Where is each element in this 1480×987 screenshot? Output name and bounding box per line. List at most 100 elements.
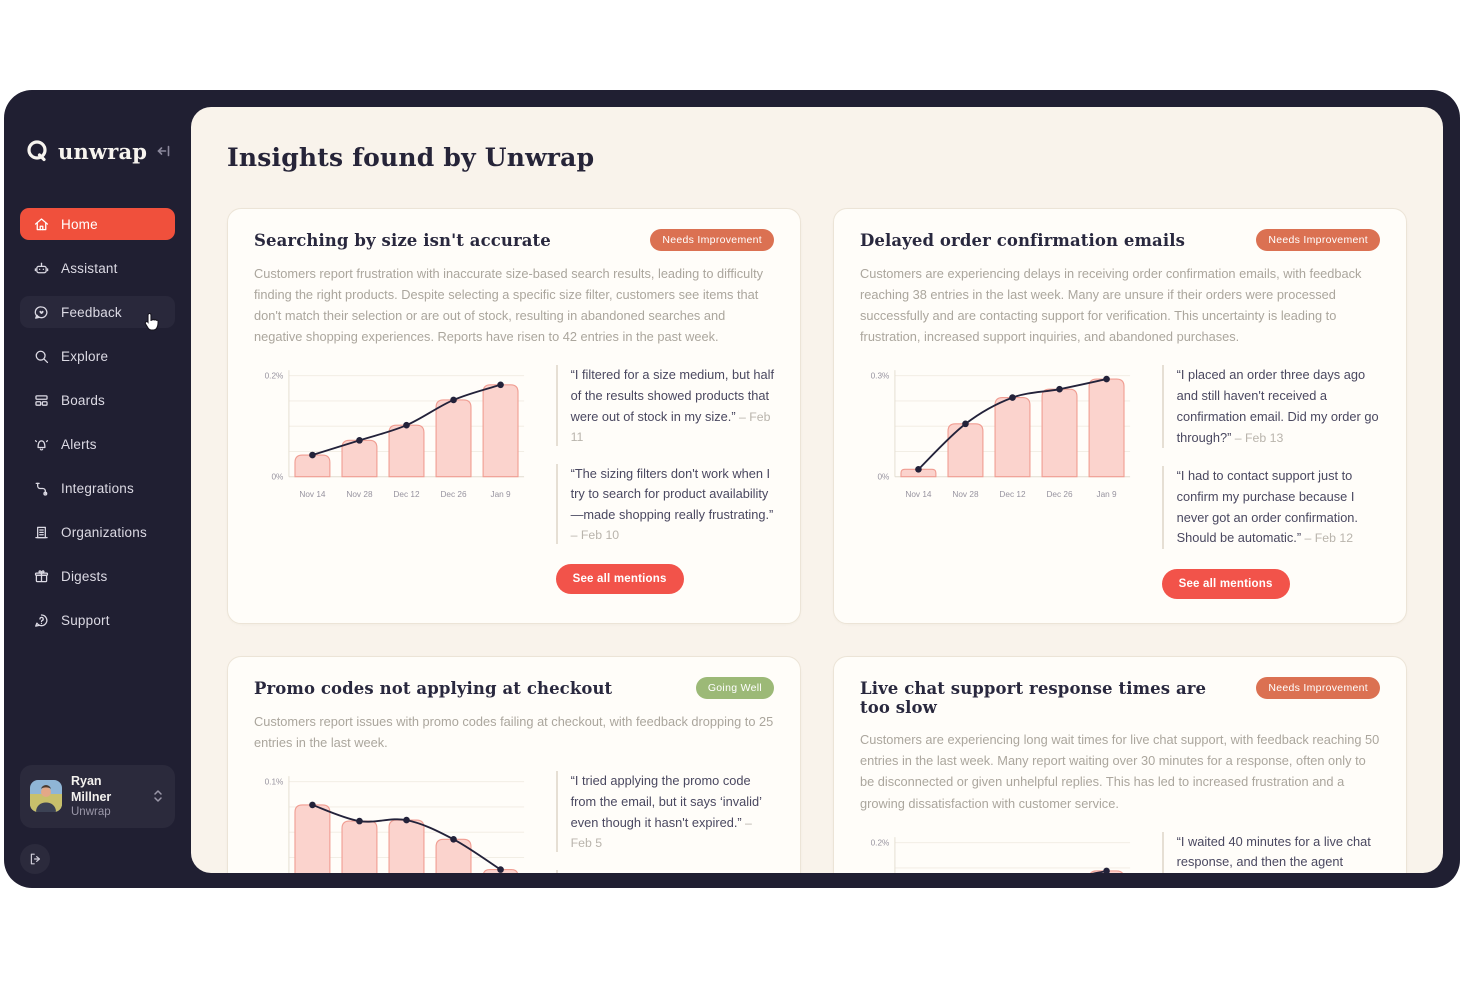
quotes-column: “I tried applying the promo code from th… [555, 767, 774, 873]
quote-date: – Feb 13 [1231, 430, 1284, 445]
customer-quote: “The sizing filters don't work when I tr… [555, 463, 774, 544]
sidebar-item-label: Explore [61, 348, 109, 364]
search-icon [32, 348, 50, 365]
quote-date: – Feb 12 [1301, 531, 1354, 546]
svg-text:Nov 14: Nov 14 [299, 490, 326, 499]
trend-chart: 0.3% 0% Nov 14 Nov 28 Dec 12 Dec 26 Jan 9 [871, 370, 1131, 499]
chart-container: 0.3% 0% Nov 14 Nov 28 Dec 12 Dec 26 Jan 9 [860, 361, 1136, 508]
sidebar-item-label: Feedback [61, 304, 122, 320]
card-title: Promo codes not applying at checkout [254, 679, 613, 699]
svg-text:Dec 12: Dec 12 [393, 490, 420, 499]
quotes-column: “I filtered for a size medium, but half … [555, 361, 775, 594]
page-title: Insights found by Unwrap [227, 143, 595, 172]
customer-quote: “I filtered for a size medium, but half … [555, 365, 775, 446]
insight-card-delayed-confirmation-emails: Delayed order confirmation emails Needs … [833, 208, 1407, 625]
svg-text:Jan 9: Jan 9 [490, 490, 511, 499]
customer-quote: “I placed an order three days ago and st… [1161, 365, 1380, 449]
quote-text: “The discount didn't apply at checkout, … [571, 872, 756, 873]
see-all-mentions-button[interactable]: See all mentions [1161, 569, 1290, 600]
quote-text: “I filtered for a size medium, but half … [570, 367, 775, 424]
svg-text:Dec 12: Dec 12 [999, 490, 1026, 499]
quote-text: “I placed an order three days ago and st… [1176, 367, 1379, 445]
sidebar-item-integrations[interactable]: Integrations [20, 472, 175, 504]
sidebar-item-assistant[interactable]: Assistant [20, 252, 175, 284]
status-badge: Going Well [695, 677, 774, 700]
card-description: Customers are experiencing long wait tim… [860, 732, 1380, 811]
trend-chart: 0.2% 0% Nov 14 Nov 28 Dec 12 Dec 26 Jan 9 [265, 370, 525, 499]
sidebar-item-label: Boards [61, 392, 105, 408]
sidebar-item-label: Assistant [61, 260, 118, 276]
gift-icon [32, 568, 50, 585]
sidebar-item-label: Support [61, 612, 110, 628]
sidebar-item-boards[interactable]: Boards [20, 384, 175, 416]
customer-quote: “The discount didn't apply at checkout, … [555, 869, 774, 873]
quotes-column: “I waited 40 minutes for a live chat res… [1161, 828, 1380, 873]
quote-text: “I waited 40 minutes for a live chat res… [1176, 833, 1371, 870]
logout-icon[interactable] [20, 844, 50, 874]
sidebar-item-label: Digests [61, 568, 108, 584]
avatar [30, 780, 62, 813]
sidebar-item-digests[interactable]: Digests [20, 560, 175, 592]
robot-icon [32, 260, 50, 277]
logo-wordmark: unwrap [58, 138, 148, 164]
status-badge: Needs Improvement [1256, 229, 1380, 251]
user-org: Unwrap [71, 806, 111, 819]
svg-text:0.2%: 0.2% [265, 372, 284, 381]
customer-quote: “I had to contact support just to confir… [1161, 466, 1380, 550]
see-all-mentions-button[interactable]: See all mentions [555, 563, 684, 594]
card-title: Delayed order confirmation emails [860, 231, 1185, 250]
svg-text:Nov 28: Nov 28 [952, 490, 979, 499]
sidebar: unwrap Home [4, 90, 191, 888]
sidebar-item-support[interactable]: Support [20, 604, 175, 636]
card-description: Customers report issues with promo codes… [254, 714, 774, 751]
boards-icon [32, 392, 50, 409]
sidebar-item-explore[interactable]: Explore [20, 340, 175, 372]
sidebar-item-feedback[interactable]: Feedback [20, 296, 175, 328]
svg-text:0%: 0% [271, 473, 284, 482]
collapse-sidebar-icon[interactable] [155, 142, 173, 160]
insight-card-promo-codes: Promo codes not applying at checkout Goi… [227, 656, 801, 873]
sidebar-nav: Home Assistant [20, 208, 175, 636]
quote-date: – Feb 11 [570, 409, 771, 444]
customer-quote: “I tried applying the promo code from th… [555, 771, 774, 852]
status-badge: Needs Improvement [650, 229, 774, 251]
sidebar-item-label: Alerts [61, 436, 97, 452]
svg-text:0.3%: 0.3% [871, 372, 890, 381]
sidebar-item-organizations[interactable]: Organizations [20, 516, 175, 548]
svg-text:0.2%: 0.2% [871, 838, 890, 847]
quotes-column: “I placed an order three days ago and st… [1161, 361, 1380, 600]
status-badge: Needs Improvement [1256, 677, 1380, 700]
help-bubble-icon [32, 612, 50, 629]
insight-card-searching-by-size: Searching by size isn't accurate Needs I… [227, 208, 801, 625]
insight-card-live-chat-response-times: Live chat support response times are too… [833, 656, 1407, 873]
chevron-updown-icon [151, 787, 165, 805]
svg-text:Nov 28: Nov 28 [346, 490, 373, 499]
sidebar-item-label: Home [61, 216, 98, 232]
logout-row [20, 844, 175, 874]
building-icon [32, 524, 50, 541]
customer-quote: “I waited 40 minutes for a live chat res… [1161, 831, 1380, 873]
feedback-bubble-icon [32, 304, 50, 321]
bell-icon [32, 436, 50, 453]
integrations-icon [32, 480, 50, 497]
quote-text: “The sizing filters don't work when I tr… [570, 465, 774, 523]
svg-text:Dec 26: Dec 26 [440, 490, 467, 499]
quote-text: “I had to contact support just to confir… [1176, 468, 1358, 546]
card-title: Searching by size isn't accurate [254, 231, 551, 250]
svg-text:Jan 9: Jan 9 [1096, 490, 1117, 499]
sidebar-item-home[interactable]: Home [20, 208, 175, 240]
card-description: Customers report frustration with inaccu… [254, 266, 764, 345]
svg-text:0.1%: 0.1% [265, 778, 284, 787]
sidebar-item-alerts[interactable]: Alerts [20, 428, 175, 460]
quote-text: “I tried applying the promo code from th… [570, 773, 762, 830]
user-menu[interactable]: Ryan Millner Unwrap [20, 764, 175, 828]
chart-container: 0.2% 0% Nov 14 Nov 28 Dec 12 Dec 26 Jan 9 [254, 361, 530, 508]
sidebar-item-label: Organizations [61, 524, 147, 540]
insight-cards-grid: Searching by size isn't accurate Needs I… [227, 208, 1407, 873]
quote-date: – Feb 5 [570, 815, 752, 850]
user-name: Ryan Millner [71, 773, 112, 804]
quote-date: – Feb 10 [570, 527, 620, 542]
home-icon [32, 216, 50, 233]
